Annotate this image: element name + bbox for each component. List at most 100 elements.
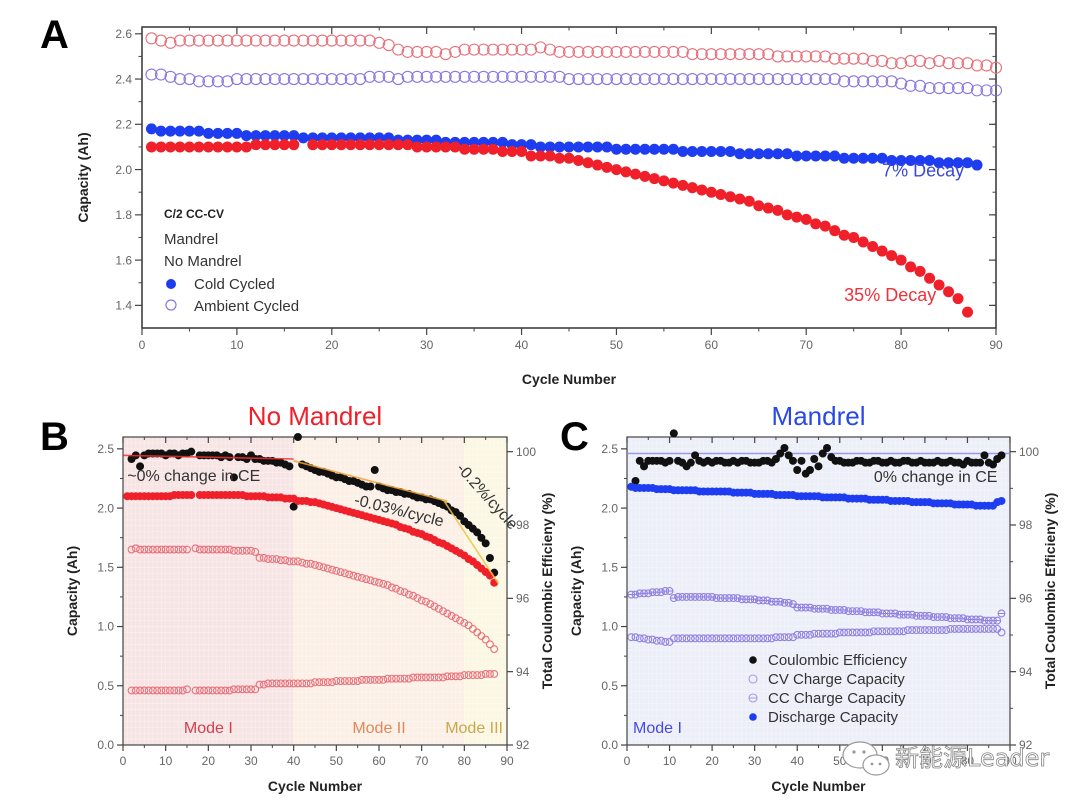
data-point [857, 152, 869, 164]
data-point [202, 75, 215, 88]
data-point [852, 628, 861, 637]
data-point [251, 547, 260, 556]
data-point [242, 546, 251, 555]
legend-filled-circle-icon [166, 279, 176, 289]
data-point [752, 48, 765, 61]
data-point [857, 75, 870, 88]
data-point [904, 54, 917, 67]
data-point [844, 628, 853, 637]
data-point [524, 70, 538, 83]
data-point [409, 591, 418, 600]
data-point [876, 75, 889, 88]
data-point [793, 630, 802, 639]
data-point [307, 139, 319, 151]
data-point [572, 141, 584, 153]
data-point [838, 152, 850, 164]
data-point [496, 43, 509, 56]
data-point [335, 139, 347, 151]
data-point [161, 545, 170, 554]
panel-b-letter: B [40, 415, 69, 459]
data-point [734, 148, 746, 160]
trend-line-mode-iii-ce-fit [442, 498, 500, 585]
data-point [724, 73, 737, 86]
data-point [335, 73, 348, 86]
legend-marker-cv-charge-capacity-icon [748, 674, 758, 684]
data-point [178, 686, 187, 695]
data-point [810, 455, 819, 463]
data-point [430, 602, 439, 611]
data-point [972, 624, 980, 633]
data-point [319, 563, 328, 572]
y-tick-label: 2.0 [115, 163, 132, 177]
data-point [962, 157, 974, 169]
mode-label-mode-iii: Mode III [445, 720, 503, 737]
data-point [629, 73, 642, 86]
x-tick-label: 20 [705, 754, 719, 768]
data-point [933, 626, 942, 635]
x-tick-label: 70 [800, 338, 814, 352]
data-point [828, 73, 841, 86]
data-point [420, 45, 433, 58]
data-point [268, 73, 281, 86]
data-point [784, 451, 793, 460]
data-point [657, 73, 670, 86]
data-point [370, 577, 379, 586]
y-tick-label: 2.5 [97, 442, 114, 456]
data-point [753, 200, 765, 212]
data-point [734, 193, 746, 205]
data-point [848, 231, 860, 243]
data-point [989, 84, 1003, 97]
data-point [417, 596, 426, 605]
data-point [997, 628, 1006, 637]
y2-tick-label: 94 [516, 665, 530, 679]
data-point [797, 456, 806, 465]
data-point [326, 139, 338, 151]
data-point [715, 188, 727, 200]
data-point [639, 170, 651, 182]
data-point [183, 545, 191, 554]
data-point [447, 672, 456, 681]
data-point [411, 45, 424, 58]
data-point [221, 127, 233, 139]
data-point [420, 70, 433, 83]
data-point [345, 139, 357, 151]
data-point [823, 604, 831, 613]
data-point [686, 145, 698, 157]
data-point [746, 634, 755, 643]
legend-label-discharge-capacity: Discharge Capacity [768, 709, 899, 726]
data-point [255, 680, 264, 689]
data-point [336, 677, 345, 685]
data-point [400, 674, 409, 683]
data-point [140, 686, 149, 695]
data-point [344, 73, 357, 86]
x-tick-label: 20 [325, 338, 339, 352]
data-point [306, 679, 315, 688]
data-point [153, 686, 162, 695]
data-point [225, 545, 234, 554]
data-point [914, 155, 926, 167]
y-tick-label: 1.0 [97, 620, 114, 634]
data-point [667, 45, 680, 58]
data-point [895, 77, 908, 90]
data-point [848, 152, 860, 164]
data-point [225, 686, 234, 695]
data-point [874, 627, 883, 636]
data-point [451, 614, 460, 623]
data-point [631, 477, 640, 485]
data-point [771, 633, 780, 642]
data-point [686, 73, 699, 86]
data-point [392, 584, 401, 593]
data-point [544, 141, 556, 153]
data-point [581, 73, 595, 86]
data-point [840, 606, 848, 614]
data-point [208, 686, 217, 695]
data-point [426, 600, 435, 608]
x-tick-label: 10 [230, 338, 244, 352]
data-point [838, 52, 851, 65]
data-point [145, 32, 158, 45]
watermark: 新能源Leader [842, 741, 1050, 776]
data-point [340, 677, 349, 685]
data-point [667, 73, 680, 86]
panel-c-y2-axis-title: Total Coulombic Efficieny (%) [1042, 493, 1058, 690]
data-point [729, 634, 738, 643]
